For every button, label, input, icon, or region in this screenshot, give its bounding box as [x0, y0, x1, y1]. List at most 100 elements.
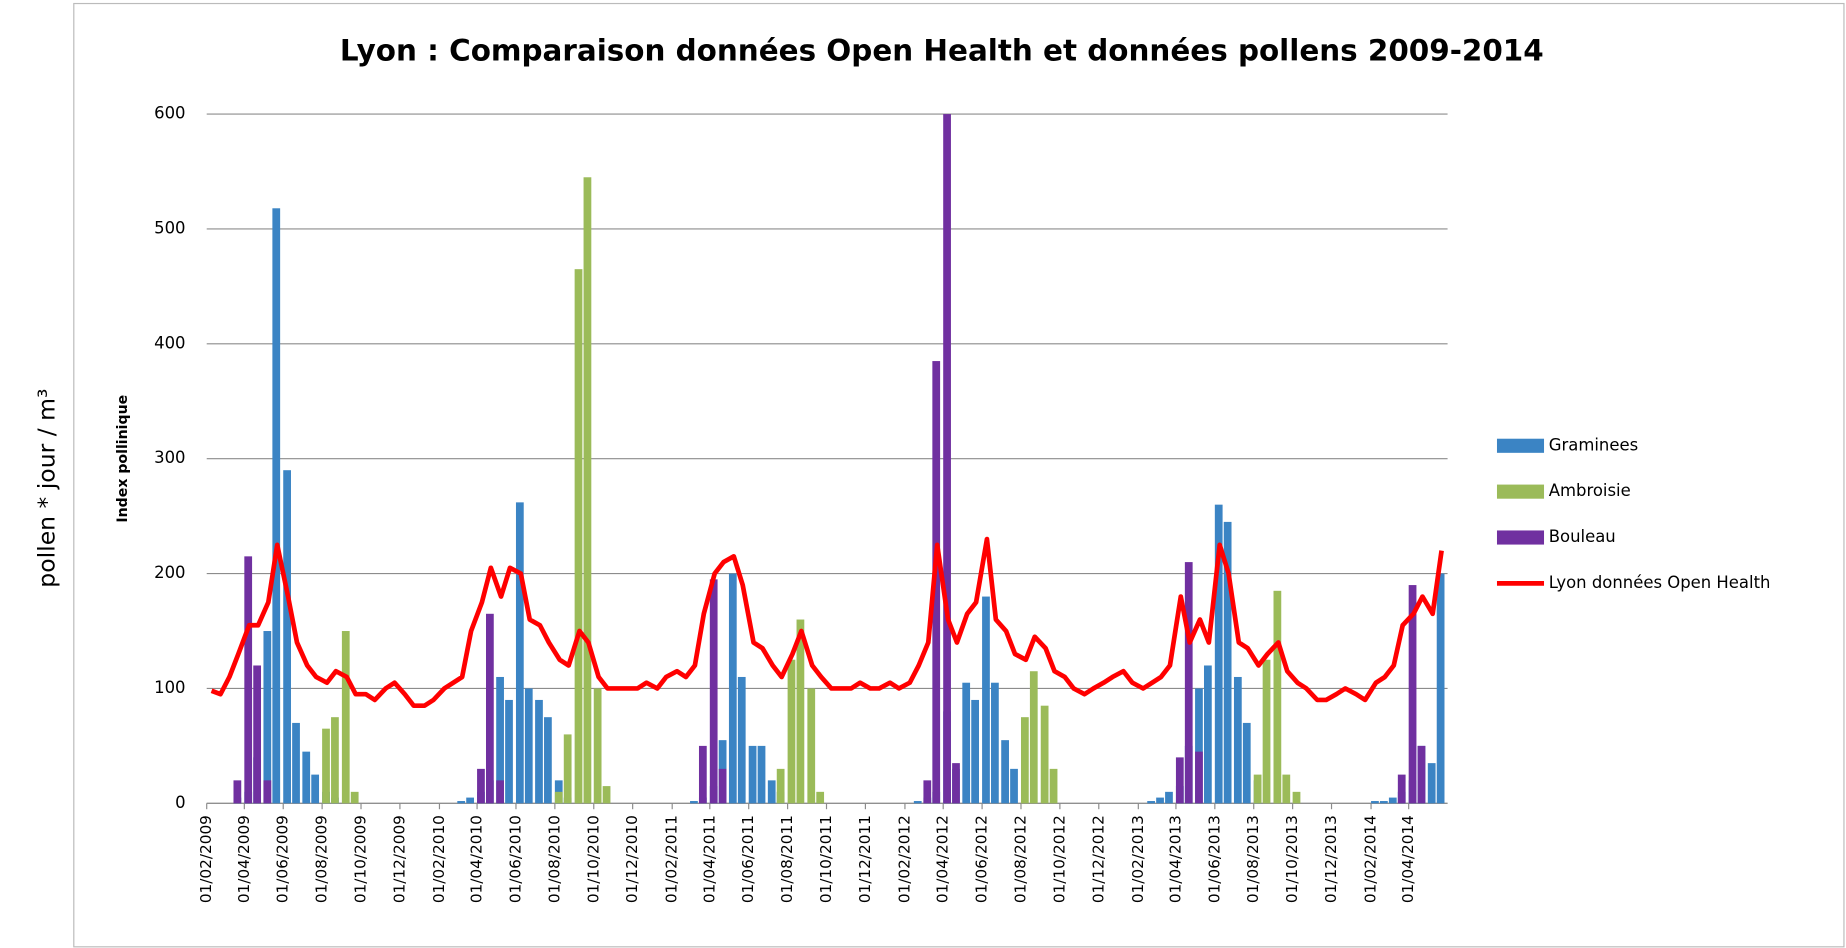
bar [350, 791, 359, 804]
bar [816, 791, 825, 804]
y-tick-label: 200 [154, 563, 185, 582]
legend-swatch [1496, 530, 1545, 545]
bar [322, 728, 330, 804]
x-tick-label: 01/02/2010 [430, 815, 448, 903]
x-tick-label: 01/06/2012 [973, 815, 991, 903]
line [210, 536, 1444, 709]
bar [477, 768, 485, 804]
bar [962, 682, 971, 804]
x-tick-label: 01/04/2010 [468, 815, 486, 903]
bar [913, 801, 922, 804]
bar [283, 470, 291, 804]
x-tick-label: 01/02/2011 [663, 815, 681, 903]
x-tick-label: 01/12/2012 [1089, 815, 1107, 903]
legend-label: Graminees [1549, 435, 1638, 454]
x-tick-label: 01/12/2009 [390, 815, 408, 903]
bar [554, 791, 563, 804]
x-tick-label: 01/10/2009 [352, 815, 370, 903]
bar [1156, 797, 1164, 804]
bar [932, 361, 941, 804]
bar [1273, 590, 1282, 804]
bar [718, 768, 727, 804]
bar [457, 801, 466, 804]
bar [767, 780, 776, 804]
bar [1165, 791, 1173, 804]
bar [1001, 740, 1009, 804]
bar [1397, 774, 1406, 804]
bar [1195, 751, 1203, 804]
bar [952, 763, 960, 804]
x-tick-label: 01/04/2014 [1399, 815, 1417, 903]
legend-label: Ambroisie [1549, 481, 1631, 500]
x-tick-label: 01/02/2009 [197, 815, 215, 903]
bar [563, 734, 572, 804]
bar [1175, 757, 1184, 804]
x-tick-label: 01/10/2011 [817, 815, 835, 903]
x-tick-label: 01/10/2010 [584, 815, 602, 903]
bar [1379, 801, 1388, 804]
y-tick-label: 600 [154, 104, 185, 123]
bar [1242, 722, 1251, 804]
bar [311, 774, 320, 804]
x-tick-label: 01/12/2013 [1322, 815, 1340, 903]
bar [583, 177, 592, 804]
bar [544, 717, 552, 804]
bar [1436, 573, 1445, 804]
bar [1184, 562, 1193, 804]
bar [466, 797, 474, 804]
x-tick-label: 01/08/2009 [313, 815, 331, 903]
bar [574, 269, 583, 804]
bar [982, 596, 990, 804]
x-tick-label: 01/08/2010 [545, 815, 563, 903]
x-tick-label: 01/10/2013 [1283, 815, 1301, 903]
bar [263, 631, 272, 804]
y-tick-label: 100 [154, 678, 185, 697]
bar [1282, 774, 1291, 804]
x-tick-label: 01/08/2012 [1011, 815, 1029, 903]
bar [505, 699, 513, 804]
bar [496, 676, 504, 804]
outer-label: pollen * jour / m³ [32, 389, 60, 588]
x-tick-label: 01/12/2011 [856, 815, 874, 903]
bar [1408, 585, 1417, 804]
bar [1214, 504, 1223, 804]
bar [1253, 774, 1262, 804]
bar [737, 676, 746, 804]
x-tick-label: 01/04/2013 [1166, 815, 1184, 903]
legend-label: Bouleau [1549, 527, 1616, 546]
bar [302, 751, 311, 804]
x-tick-label: 01/04/2011 [700, 815, 718, 903]
bar [1262, 659, 1271, 804]
bar [709, 579, 718, 804]
bar [1203, 665, 1212, 804]
bar [1233, 676, 1242, 804]
bar [1040, 705, 1049, 804]
bar [943, 114, 951, 804]
bar [253, 665, 262, 804]
bar [602, 786, 611, 804]
y-axis-label: Index pollinique [115, 395, 131, 523]
x-tick-label: 01/12/2010 [623, 815, 641, 903]
bar [1223, 521, 1232, 804]
bar [1417, 745, 1426, 804]
x-tick-label: 01/06/2009 [274, 815, 292, 903]
bar [1020, 717, 1029, 804]
bar [292, 722, 300, 804]
bar [1010, 768, 1018, 804]
bar [698, 745, 707, 804]
bar [807, 688, 816, 804]
bar [263, 780, 272, 804]
bar [796, 619, 805, 804]
bar [244, 556, 253, 804]
legend-label: Lyon données Open Health [1549, 573, 1771, 592]
x-tick-label: 01/02/2013 [1129, 815, 1147, 903]
bar [233, 780, 242, 804]
bar [776, 768, 785, 804]
bar [1147, 801, 1155, 804]
bar [1049, 768, 1058, 804]
bar [690, 801, 698, 804]
bar [1292, 791, 1301, 804]
bar [485, 613, 494, 804]
x-tick-label: 01/06/2013 [1205, 815, 1223, 903]
